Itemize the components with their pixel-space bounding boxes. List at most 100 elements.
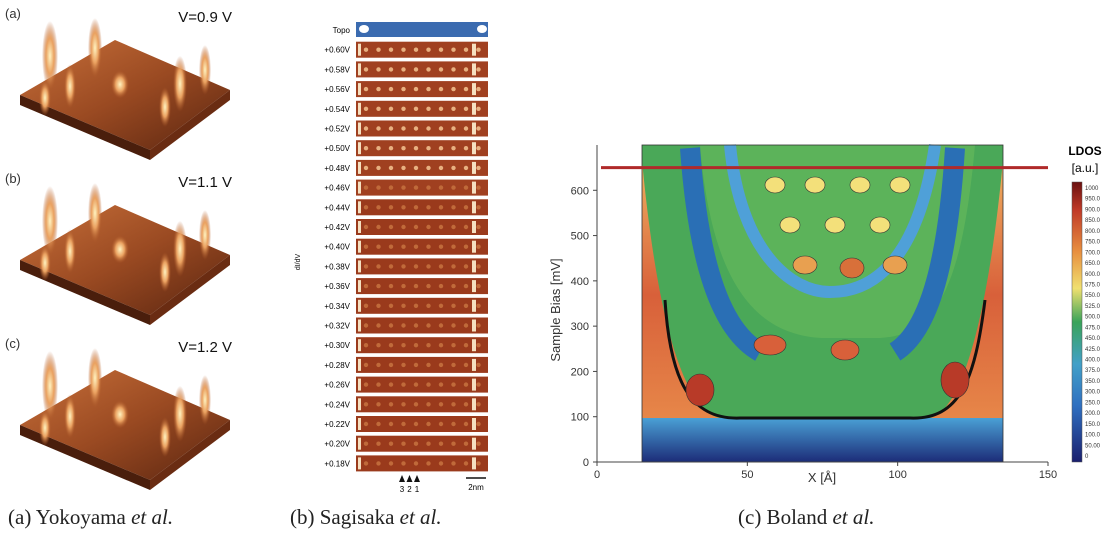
didv-dot	[476, 363, 480, 367]
didv-edge	[358, 162, 361, 174]
stm-peak	[88, 348, 102, 408]
colorbar-label: 200.0	[1085, 411, 1101, 417]
didv-dot	[376, 225, 380, 229]
x-tick-label: 150	[1039, 469, 1057, 481]
didv-dot	[401, 245, 405, 249]
didv-edge	[472, 398, 476, 410]
didv-dot	[414, 146, 418, 150]
didv-dot	[414, 126, 418, 130]
didv-dot	[364, 166, 368, 170]
didv-dot	[439, 323, 443, 327]
didv-dot	[451, 146, 455, 150]
stm-peak	[39, 80, 51, 116]
didv-dot	[451, 442, 455, 446]
didv-dot	[476, 126, 480, 130]
didv-dot	[451, 402, 455, 406]
didv-dot	[389, 363, 393, 367]
didv-dot	[389, 205, 393, 209]
didv-edge	[472, 379, 476, 391]
didv-dot	[476, 264, 480, 268]
didv-dot	[376, 107, 380, 111]
didv-edge	[358, 457, 361, 469]
colorbar-label: 575.0	[1085, 282, 1101, 288]
didv-dot	[464, 107, 468, 111]
didv-dot	[389, 185, 393, 189]
didv-dot	[364, 304, 368, 308]
didv-dot	[364, 442, 368, 446]
didv-dot	[364, 225, 368, 229]
didv-dot	[476, 67, 480, 71]
didv-strip	[356, 278, 488, 294]
colorbar-label: 525.0	[1085, 304, 1101, 310]
bias-label: +0.40V	[324, 243, 350, 252]
didv-edge	[472, 182, 476, 194]
didv-dot	[401, 205, 405, 209]
didv-dot	[426, 304, 430, 308]
caption-italic: et al.	[400, 505, 442, 529]
stm-peak	[88, 18, 102, 78]
caption: (c) Boland et al.	[738, 505, 874, 529]
didv-dot	[439, 87, 443, 91]
didv-dot	[401, 48, 405, 52]
colorbar-label: 750.0	[1085, 240, 1101, 246]
subimage-label: (b)	[5, 171, 21, 186]
y-tick-label: 100	[571, 412, 589, 424]
subimage-label: (a)	[5, 6, 21, 21]
arrow-label: 2	[407, 485, 412, 494]
didv-edge	[358, 241, 361, 253]
didv-dot	[426, 343, 430, 347]
didv-dot	[476, 402, 480, 406]
colorbar-label: 300.0	[1085, 390, 1101, 396]
didv-dot	[451, 166, 455, 170]
topo-spot	[359, 25, 369, 33]
didv-dot	[376, 382, 380, 386]
x-tick-label: 50	[741, 469, 753, 481]
colorbar-label: 50.00	[1085, 443, 1101, 449]
didv-dot	[389, 382, 393, 386]
didv-dot	[451, 363, 455, 367]
didv-dot	[439, 382, 443, 386]
colorbar-label: 350.0	[1085, 379, 1101, 385]
didv-dot	[401, 402, 405, 406]
didv-dot	[476, 382, 480, 386]
didv-dot	[439, 284, 443, 288]
didv-dot	[414, 284, 418, 288]
didv-dot	[376, 461, 380, 465]
figure: (a)V=0.9 V(b)V=1.1 V(c)V=1.2 V(a) Yokoya…	[0, 0, 1115, 534]
didv-dot	[389, 442, 393, 446]
didv-strip	[356, 42, 488, 58]
didv-dot	[439, 67, 443, 71]
didv-dot	[464, 205, 468, 209]
bias-label: +0.52V	[324, 125, 350, 134]
didv-dot	[451, 343, 455, 347]
didv-dot	[476, 205, 480, 209]
didv-dot	[426, 48, 430, 52]
didv-edge	[472, 339, 476, 351]
x-tick-label: 100	[888, 469, 906, 481]
didv-dot	[376, 323, 380, 327]
bias-label: +0.58V	[324, 65, 350, 74]
bias-label: +0.28V	[324, 361, 350, 370]
voltage-label: V=0.9 V	[178, 9, 232, 26]
didv-edge	[472, 83, 476, 95]
didv-dot	[414, 245, 418, 249]
didv-dot	[414, 225, 418, 229]
y-tick-label: 0	[583, 457, 589, 469]
didv-dot	[414, 67, 418, 71]
didv-dot	[401, 166, 405, 170]
didv-dot	[414, 48, 418, 52]
stm-peak	[173, 56, 187, 112]
colorbar-label: 0	[1085, 454, 1089, 460]
didv-edge	[358, 300, 361, 312]
didv-dot	[451, 461, 455, 465]
didv-dot	[439, 245, 443, 249]
didv-dot	[376, 402, 380, 406]
didv-dot	[364, 185, 368, 189]
colorbar-label: 1000	[1085, 186, 1099, 192]
didv-dot	[464, 48, 468, 52]
didv-dot	[364, 323, 368, 327]
y-axis-label: Sample Bias [mV]	[548, 258, 563, 361]
didv-dot	[414, 461, 418, 465]
didv-dot	[401, 146, 405, 150]
didv-dot	[389, 48, 393, 52]
